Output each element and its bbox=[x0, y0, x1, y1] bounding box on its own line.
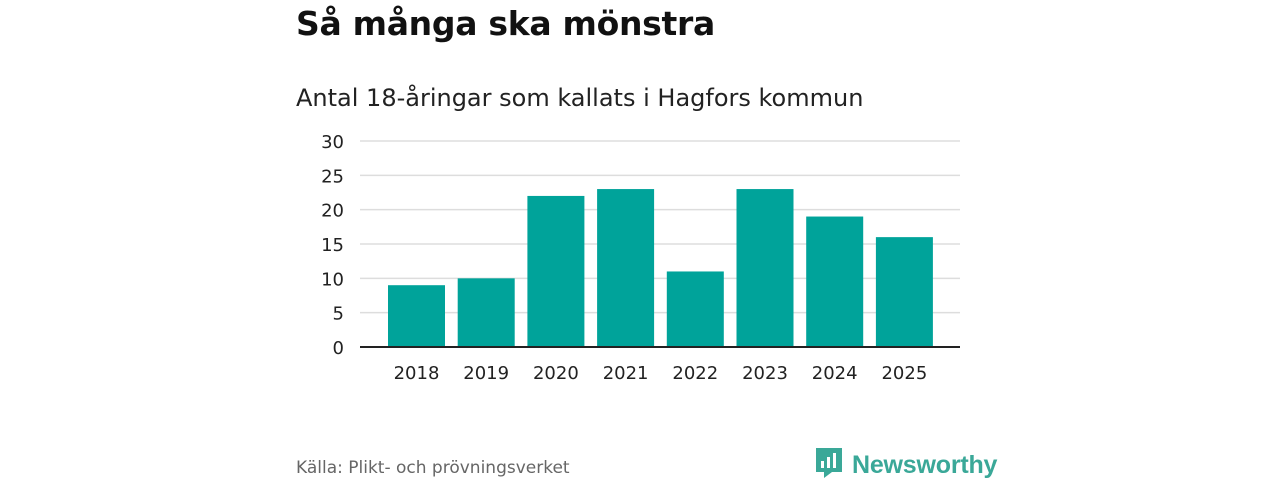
brand-logo[interactable]: Newsworthy bbox=[814, 446, 997, 484]
bar-2019 bbox=[457, 278, 515, 347]
x-tick-label: 2022 bbox=[672, 363, 718, 384]
x-tick-label: 2021 bbox=[603, 363, 649, 384]
brand-name: Newsworthy bbox=[852, 450, 998, 479]
bar-2025 bbox=[875, 237, 933, 347]
y-tick-label: 5 bbox=[333, 304, 344, 325]
chart-subtitle: Antal 18-åringar som kallats i Hagfors k… bbox=[296, 84, 864, 112]
y-tick-label: 15 bbox=[321, 235, 344, 256]
bar-2021 bbox=[597, 189, 655, 347]
x-tick-label: 2020 bbox=[533, 363, 579, 384]
source-note: Källa: Plikt- och prövningsverket bbox=[296, 458, 570, 478]
y-tick-label: 25 bbox=[321, 166, 344, 187]
y-tick-label: 30 bbox=[321, 132, 344, 153]
bar-2023 bbox=[736, 189, 794, 347]
y-tick-label: 20 bbox=[321, 201, 344, 222]
y-tick-label: 10 bbox=[321, 269, 344, 290]
page-title: Så många ska mönstra bbox=[296, 4, 715, 43]
x-tick-label: 2018 bbox=[394, 363, 440, 384]
bar-2022 bbox=[666, 271, 724, 347]
newsworthy-logo-icon bbox=[814, 446, 844, 484]
x-tick-label: 2024 bbox=[812, 363, 858, 384]
bar-2018 bbox=[388, 285, 445, 347]
bar-2020 bbox=[527, 195, 585, 347]
x-tick-label: 2019 bbox=[463, 363, 509, 384]
x-tick-label: 2025 bbox=[881, 363, 927, 384]
x-tick-label: 2023 bbox=[742, 363, 788, 384]
y-tick-label: 0 bbox=[333, 338, 344, 359]
bar-2024 bbox=[806, 216, 864, 347]
